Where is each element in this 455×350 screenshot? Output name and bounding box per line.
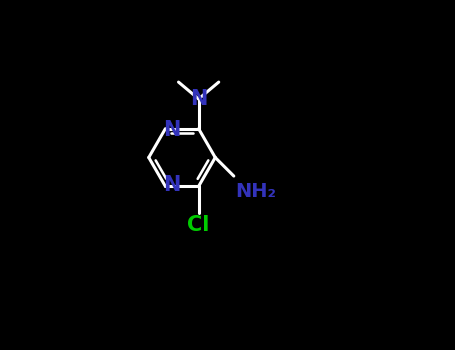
Text: Cl: Cl xyxy=(187,215,210,235)
Text: NH₂: NH₂ xyxy=(236,182,277,201)
Text: N: N xyxy=(190,89,207,109)
Text: N: N xyxy=(163,175,180,195)
Text: N: N xyxy=(163,120,180,140)
